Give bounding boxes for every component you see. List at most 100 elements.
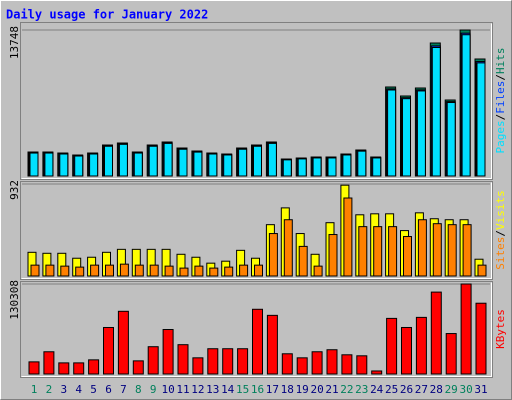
bar <box>432 223 442 277</box>
bar <box>44 152 54 177</box>
bar <box>133 152 143 177</box>
y-tick-label: 13748 <box>8 26 21 59</box>
x-tick-label: 25 <box>385 383 398 396</box>
bar <box>460 283 472 375</box>
x-tick-label: 20 <box>310 383 323 396</box>
bar <box>147 346 159 375</box>
bar <box>103 326 114 375</box>
x-tick-label: 11 <box>176 383 189 396</box>
bar <box>193 151 203 177</box>
bar <box>388 226 398 277</box>
legend-separator: / <box>494 230 507 237</box>
bar <box>283 219 293 277</box>
x-tick-label: 28 <box>430 383 443 396</box>
bar <box>149 264 159 277</box>
bar <box>29 152 39 177</box>
bar <box>430 291 442 375</box>
x-tick-label: 27 <box>415 383 428 396</box>
bar <box>253 145 262 177</box>
x-tick-label: 9 <box>150 383 157 396</box>
bar <box>431 47 441 177</box>
x-tick-label: 16 <box>251 383 264 396</box>
bar <box>45 264 55 277</box>
bar <box>357 150 367 177</box>
x-tick-label: 31 <box>474 383 487 396</box>
bar <box>239 264 249 277</box>
bar <box>297 158 307 177</box>
bar <box>194 265 204 277</box>
bar <box>266 314 278 375</box>
bar <box>403 236 412 277</box>
bar <box>267 142 277 177</box>
bar <box>192 357 204 375</box>
bar <box>358 226 368 277</box>
bar <box>252 308 263 375</box>
bar <box>74 155 84 177</box>
x-tick-label: 7 <box>120 383 127 396</box>
bar <box>387 89 397 177</box>
bar <box>177 344 189 375</box>
bar <box>343 197 353 277</box>
x-tick-label: 2 <box>46 383 53 396</box>
bar <box>90 264 100 277</box>
bar <box>28 361 40 375</box>
x-tick-label: 5 <box>90 383 97 396</box>
bar <box>30 264 40 277</box>
bar <box>296 357 308 375</box>
bar <box>89 153 99 177</box>
x-tick-label: 6 <box>105 383 112 396</box>
bar <box>73 362 85 375</box>
bar <box>134 264 144 277</box>
x-tick-label: 12 <box>191 383 204 396</box>
bar <box>207 348 219 375</box>
x-tick-label: 10 <box>161 383 174 396</box>
bar <box>223 154 233 177</box>
x-tick-label: 21 <box>325 383 338 396</box>
bar <box>447 224 457 277</box>
legend: Sites/Visits <box>494 190 507 270</box>
legend-separator: / <box>494 114 507 121</box>
bar <box>415 316 427 375</box>
x-tick-label: 19 <box>296 383 309 396</box>
bar <box>238 148 248 177</box>
bar <box>462 224 472 277</box>
legend-entry: Pages <box>494 120 507 153</box>
x-tick-label: 18 <box>281 383 294 396</box>
bar <box>254 264 263 277</box>
bar <box>401 326 412 375</box>
x-tick-label: 23 <box>355 383 368 396</box>
bar <box>298 245 308 277</box>
bar <box>105 264 114 277</box>
bar <box>118 143 128 177</box>
bar <box>312 157 322 177</box>
x-tick-label: 22 <box>340 383 353 396</box>
bar <box>328 234 338 277</box>
chart-title: Daily usage for January 2022 <box>6 8 208 22</box>
bar <box>327 157 337 177</box>
y-tick-label: 130308 <box>8 280 21 320</box>
legend-entry: Sites <box>494 237 507 270</box>
bar <box>282 159 292 177</box>
bar <box>164 265 174 277</box>
bar <box>162 329 174 375</box>
bar <box>179 267 189 277</box>
bar <box>43 351 55 375</box>
bar <box>446 102 456 177</box>
bar <box>224 266 234 277</box>
legend-entry: Files <box>494 81 507 114</box>
x-tick-label: 30 <box>459 383 472 396</box>
bar <box>178 148 188 177</box>
bar <box>58 362 70 375</box>
bar <box>208 153 218 177</box>
bar <box>477 264 487 277</box>
bar <box>209 267 219 277</box>
legend: KBytes <box>494 309 507 349</box>
legend-entry: Hits <box>494 48 507 75</box>
bar <box>373 226 383 277</box>
bar <box>148 145 158 177</box>
x-tick-label: 3 <box>60 383 67 396</box>
bar <box>163 142 173 177</box>
bar <box>104 145 113 177</box>
